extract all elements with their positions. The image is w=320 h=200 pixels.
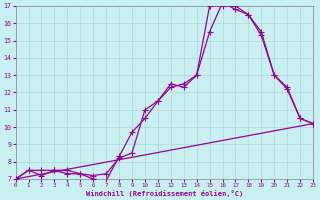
X-axis label: Windchill (Refroidissement éolien,°C): Windchill (Refroidissement éolien,°C) bbox=[86, 190, 243, 197]
